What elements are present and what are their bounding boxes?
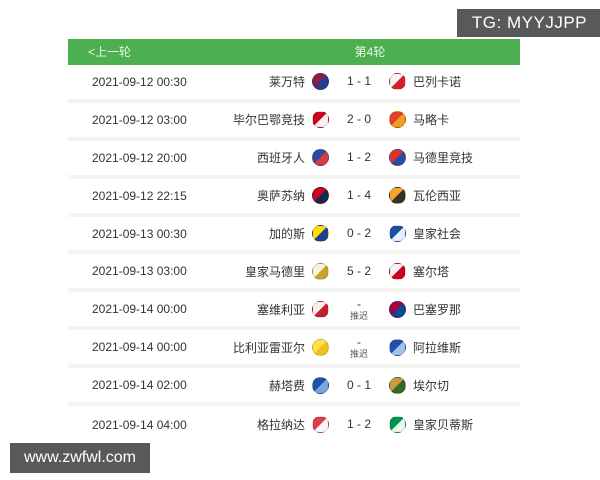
home-team-name: 塞维利亚 xyxy=(256,302,305,317)
home-team-name: 奥萨苏纳 xyxy=(256,189,305,204)
away-team-name: 阿拉维斯 xyxy=(413,340,462,355)
away-team-name: 巴列卡诺 xyxy=(413,75,462,90)
away-team-name: 马略卡 xyxy=(413,113,450,128)
home-team-crest-icon xyxy=(312,338,329,356)
kickoff-time: 2021-09-14 00:00 xyxy=(92,302,187,317)
home-team-crest-icon xyxy=(312,376,329,394)
away-team-crest-icon xyxy=(389,111,406,129)
match-row[interactable]: 2021-09-12 22:15 奥萨苏纳 1 - 4 瓦伦西亚 xyxy=(68,178,520,217)
score-value: 2 - 0 xyxy=(346,112,371,127)
score: 0 - 2 xyxy=(336,227,382,240)
score-value: 1 - 1 xyxy=(346,74,371,89)
score: - 推迟 xyxy=(336,334,382,359)
score-value: 0 - 1 xyxy=(346,377,371,392)
kickoff-time: 2021-09-12 22:15 xyxy=(92,188,187,203)
home-team-name: 加的斯 xyxy=(268,227,305,241)
home-team-name: 毕尔巴鄂竞技 xyxy=(232,113,305,128)
score: 1 - 4 xyxy=(336,189,382,202)
away-team-crest-icon xyxy=(389,149,406,167)
away-team-name: 塞尔塔 xyxy=(413,264,450,279)
away-team-name: 皇家贝蒂斯 xyxy=(413,418,474,433)
away-team-crest-icon xyxy=(389,225,406,242)
home-team-crest-icon xyxy=(312,225,329,242)
round-header-bar: <上一轮 第4轮 xyxy=(68,39,520,65)
home-team-crest-icon xyxy=(312,111,329,129)
score-value: 1 - 4 xyxy=(346,188,371,203)
score: 5 - 2 xyxy=(336,263,382,278)
match-row[interactable]: 2021-09-13 00:30 加的斯 0 - 2 皇家社会 xyxy=(68,216,520,255)
match-row[interactable]: 2021-09-14 00:00 塞维利亚 - 推迟 巴塞罗那 xyxy=(68,292,520,331)
home-team-crest-icon xyxy=(312,262,329,280)
home-team-name: 皇家马德里 xyxy=(244,264,305,279)
score: 1 - 2 xyxy=(336,418,382,431)
score: 0 - 1 xyxy=(336,377,382,392)
match-status-label: 推迟 xyxy=(349,348,368,359)
away-team-name: 埃尔切 xyxy=(413,378,450,393)
score-value: 1 - 2 xyxy=(346,150,371,165)
match-status-label: 推迟 xyxy=(349,310,368,321)
away-team-name: 马德里竞技 xyxy=(413,151,474,166)
score: - 推迟 xyxy=(336,296,382,321)
away-team-name: 皇家社会 xyxy=(413,227,462,241)
away-team-name: 瓦伦西亚 xyxy=(413,189,462,204)
kickoff-time: 2021-09-14 04:00 xyxy=(92,417,187,432)
score: 2 - 0 xyxy=(336,113,382,126)
fixtures-table: <上一轮 第4轮 2021-09-12 00:30 莱万特 1 - 1 巴列卡诺… xyxy=(68,39,520,444)
score-value: 1 - 2 xyxy=(346,417,371,432)
away-team-crest-icon xyxy=(389,416,406,434)
home-team-crest-icon xyxy=(312,149,329,167)
kickoff-time: 2021-09-13 00:30 xyxy=(92,226,187,241)
home-team-name: 格拉纳达 xyxy=(256,418,305,433)
score-value: 0 - 2 xyxy=(346,226,371,240)
match-row[interactable]: 2021-09-14 04:00 格拉纳达 1 - 2 皇家贝蒂斯 xyxy=(68,406,520,444)
match-row[interactable]: 2021-09-12 03:00 毕尔巴鄂竞技 2 - 0 马略卡 xyxy=(68,102,520,141)
home-team-crest-icon xyxy=(312,73,329,91)
away-team-crest-icon xyxy=(389,73,406,91)
kickoff-time: 2021-09-14 00:00 xyxy=(92,340,187,355)
score-value: - xyxy=(357,296,361,311)
home-team-crest-icon xyxy=(312,187,329,205)
home-team-name: 比利亚雷亚尔 xyxy=(232,340,305,355)
kickoff-time: 2021-09-12 03:00 xyxy=(92,112,187,127)
home-team-name: 赫塔费 xyxy=(268,378,305,393)
score: 1 - 1 xyxy=(336,75,382,88)
kickoff-time: 2021-09-12 00:30 xyxy=(92,74,187,89)
away-team-crest-icon xyxy=(389,187,406,205)
away-team-crest-icon xyxy=(389,338,406,356)
score-value: 5 - 2 xyxy=(346,263,371,278)
away-team-name: 巴塞罗那 xyxy=(413,302,462,317)
round-title: 第4轮 xyxy=(354,45,386,59)
tg-contact-badge: TG: MYYJJPP xyxy=(456,9,600,37)
away-team-crest-icon xyxy=(389,262,406,280)
home-team-name: 莱万特 xyxy=(268,75,305,90)
home-team-name: 西班牙人 xyxy=(256,151,305,166)
match-row[interactable]: 2021-09-13 03:00 皇家马德里 5 - 2 塞尔塔 xyxy=(68,254,520,293)
home-team-crest-icon xyxy=(312,416,329,434)
match-row[interactable]: 2021-09-14 00:00 比利亚雷亚尔 - 推迟 阿拉维斯 xyxy=(68,330,520,369)
home-team-crest-icon xyxy=(312,300,329,318)
score-value: - xyxy=(357,334,361,349)
kickoff-time: 2021-09-12 20:00 xyxy=(92,150,187,165)
away-team-crest-icon xyxy=(389,376,406,394)
kickoff-time: 2021-09-13 03:00 xyxy=(92,264,187,279)
score: 1 - 2 xyxy=(336,151,382,164)
match-row[interactable]: 2021-09-12 20:00 西班牙人 1 - 2 马德里竞技 xyxy=(68,140,520,179)
match-row[interactable]: 2021-09-12 00:30 莱万特 1 - 1 巴列卡诺 xyxy=(68,65,520,103)
previous-round-link[interactable]: <上一轮 xyxy=(88,45,132,59)
site-watermark: www.zwfwl.com xyxy=(10,443,151,473)
kickoff-time: 2021-09-14 02:00 xyxy=(92,378,187,393)
match-row[interactable]: 2021-09-14 02:00 赫塔费 0 - 1 埃尔切 xyxy=(68,368,520,407)
away-team-crest-icon xyxy=(389,300,406,318)
